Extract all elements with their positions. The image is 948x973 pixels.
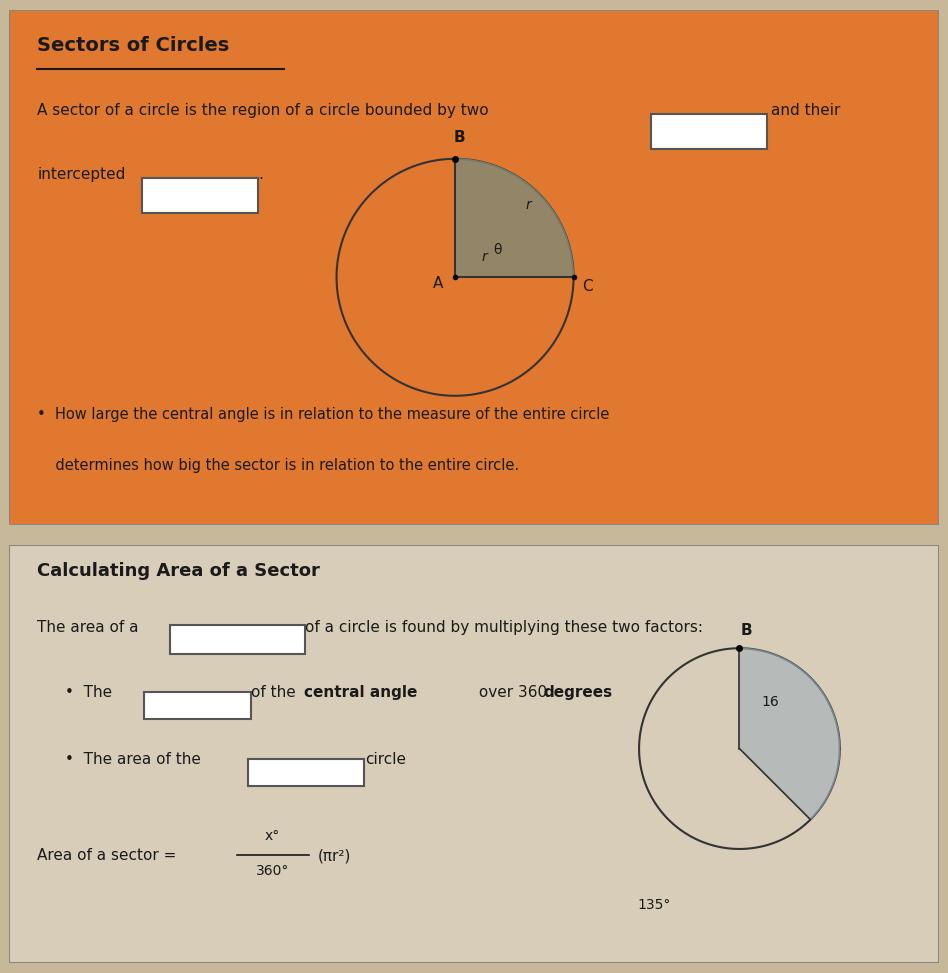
FancyBboxPatch shape (650, 114, 767, 149)
Polygon shape (455, 159, 574, 277)
Text: θ: θ (494, 242, 501, 257)
Text: central angle: central angle (304, 685, 417, 700)
Text: .: . (259, 167, 264, 182)
Text: r: r (525, 198, 532, 211)
FancyBboxPatch shape (142, 178, 259, 213)
Text: •  The area of the: • The area of the (65, 752, 201, 767)
Text: r: r (482, 250, 487, 264)
Text: •  The: • The (65, 685, 113, 700)
Text: x°: x° (264, 829, 280, 843)
Text: 135°: 135° (637, 898, 671, 913)
Text: determines how big the sector is in relation to the entire circle.: determines how big the sector is in rela… (37, 458, 520, 474)
Text: Sectors of Circles: Sectors of Circles (37, 35, 229, 54)
Text: 16: 16 (761, 696, 779, 709)
Text: and their: and their (772, 102, 841, 118)
Text: (πr²): (πr²) (318, 848, 352, 863)
Text: 360°: 360° (256, 864, 289, 879)
Text: A sector of a circle is the region of a circle bounded by two: A sector of a circle is the region of a … (37, 102, 489, 118)
Text: circle: circle (365, 752, 407, 767)
Text: B: B (740, 623, 753, 637)
Text: over 360: over 360 (474, 685, 552, 700)
Polygon shape (739, 648, 840, 819)
Text: B: B (454, 130, 465, 145)
FancyBboxPatch shape (9, 545, 939, 963)
Text: of a circle is found by multiplying these two factors:: of a circle is found by multiplying thes… (305, 620, 702, 635)
Text: Area of a sector =: Area of a sector = (37, 848, 176, 863)
Text: A: A (433, 275, 444, 291)
Text: C: C (582, 279, 593, 294)
FancyBboxPatch shape (144, 692, 251, 719)
FancyBboxPatch shape (9, 10, 939, 525)
Text: Calculating Area of a Sector: Calculating Area of a Sector (37, 561, 320, 580)
FancyBboxPatch shape (171, 626, 305, 654)
Text: intercepted: intercepted (37, 167, 126, 182)
Text: degrees: degrees (543, 685, 612, 700)
Text: The area of a: The area of a (37, 620, 138, 635)
Text: of the: of the (251, 685, 301, 700)
Text: •  How large the central angle is in relation to the measure of the entire circl: • How large the central angle is in rela… (37, 407, 610, 422)
FancyBboxPatch shape (248, 759, 364, 786)
